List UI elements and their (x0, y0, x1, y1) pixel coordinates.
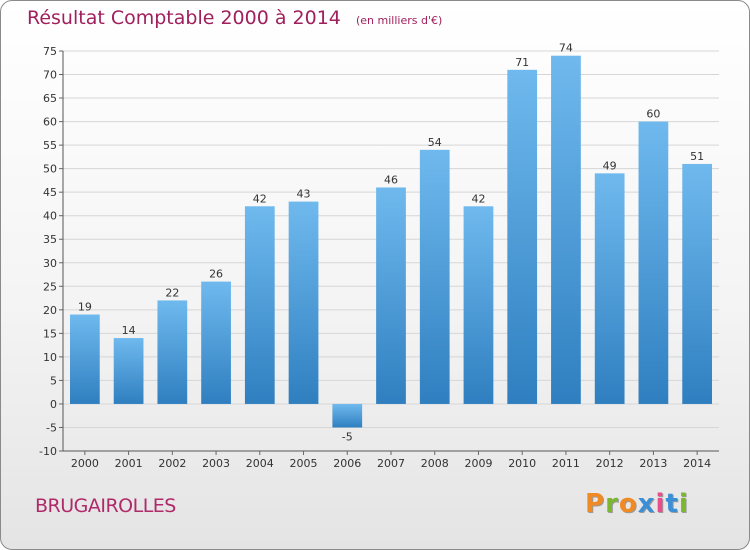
bar (551, 55, 581, 404)
x-tick-label: 2001 (115, 457, 143, 470)
x-tick-label: 2006 (333, 457, 361, 470)
x-tick-label: 2008 (421, 457, 449, 470)
bar (594, 173, 625, 404)
y-tick-label: 60 (43, 116, 57, 129)
y-tick-label: 75 (43, 45, 57, 58)
data-label: 19 (78, 301, 92, 314)
bar (419, 149, 450, 404)
data-label: 14 (122, 324, 136, 337)
bar (69, 314, 100, 404)
data-label: 60 (646, 108, 660, 121)
x-tick-label: 2013 (639, 457, 667, 470)
data-label: 49 (603, 159, 617, 172)
y-tick-label: 70 (43, 69, 57, 82)
logo-letter: o (618, 489, 638, 519)
y-tick-label: -5 (46, 421, 57, 434)
logo-letter: P (585, 489, 606, 519)
logo-letter: t (665, 489, 679, 519)
y-tick-label: 0 (50, 398, 57, 411)
y-tick-label: -10 (39, 445, 57, 458)
bar (463, 206, 494, 404)
bar (638, 121, 669, 404)
data-label: 74 (559, 42, 573, 55)
y-tick-label: 40 (43, 210, 57, 223)
y-tick-label: 45 (43, 186, 57, 199)
bar (201, 281, 231, 404)
x-tick-label: 2009 (464, 457, 492, 470)
data-label: 42 (471, 192, 485, 205)
data-label: 43 (297, 188, 311, 201)
bar (376, 187, 406, 404)
x-tick-label: 2010 (508, 457, 536, 470)
bar (157, 300, 188, 404)
y-tick-label: 20 (43, 304, 57, 317)
x-tick-label: 2014 (683, 457, 711, 470)
y-tick-label: 25 (43, 280, 57, 293)
labels: -10 -5 0 5 10 15 20 25 30 35 40 45 50 55 60 65 70 75 19 200… (39, 42, 711, 470)
commune-name: BRUGAIROLLES (35, 495, 176, 517)
data-label: 22 (165, 286, 179, 299)
y-tick-label: 5 (50, 374, 57, 387)
bar (507, 69, 538, 404)
logo-letter: i (655, 489, 666, 519)
logo-letter: i (678, 489, 689, 519)
chart-title: Résultat Comptable 2000 à 2014 (27, 7, 341, 29)
x-tick-label: 2000 (71, 457, 99, 470)
x-tick-label: 2012 (596, 457, 624, 470)
x-tick-label: 2002 (158, 457, 186, 470)
y-tick-label: 10 (43, 351, 57, 364)
data-label: 42 (253, 192, 267, 205)
y-tick-label: 15 (43, 327, 57, 340)
data-label: 51 (690, 150, 704, 163)
bars (69, 55, 713, 428)
data-label: 26 (209, 268, 223, 281)
bar (332, 403, 363, 428)
proxiti-logo: Proxiti (585, 489, 689, 519)
data-label: 46 (384, 173, 398, 186)
data-label: 54 (428, 136, 442, 149)
y-tick-label: 50 (43, 163, 57, 176)
logo-letter: r (605, 489, 619, 519)
x-tick-label: 2003 (202, 457, 230, 470)
y-tick-label: 35 (43, 233, 57, 246)
bar (288, 201, 319, 404)
bar (113, 338, 144, 404)
y-tick-label: 65 (43, 92, 57, 105)
y-tick-label: 30 (43, 257, 57, 270)
bar (244, 206, 275, 404)
bar (682, 163, 713, 404)
x-tick-label: 2011 (552, 457, 580, 470)
data-label: -5 (342, 430, 353, 443)
x-tick-label: 2005 (290, 457, 318, 470)
logo-letter: x (637, 489, 656, 519)
title-row: Résultat Comptable 2000 à 2014 (en milli… (27, 7, 442, 29)
x-tick-label: 2004 (246, 457, 274, 470)
axes (59, 50, 719, 455)
y-tick-label: 55 (43, 139, 57, 152)
chart-subtitle: (en milliers d'€) (355, 14, 443, 27)
data-label: 71 (515, 56, 529, 69)
x-tick-label: 2007 (377, 457, 405, 470)
